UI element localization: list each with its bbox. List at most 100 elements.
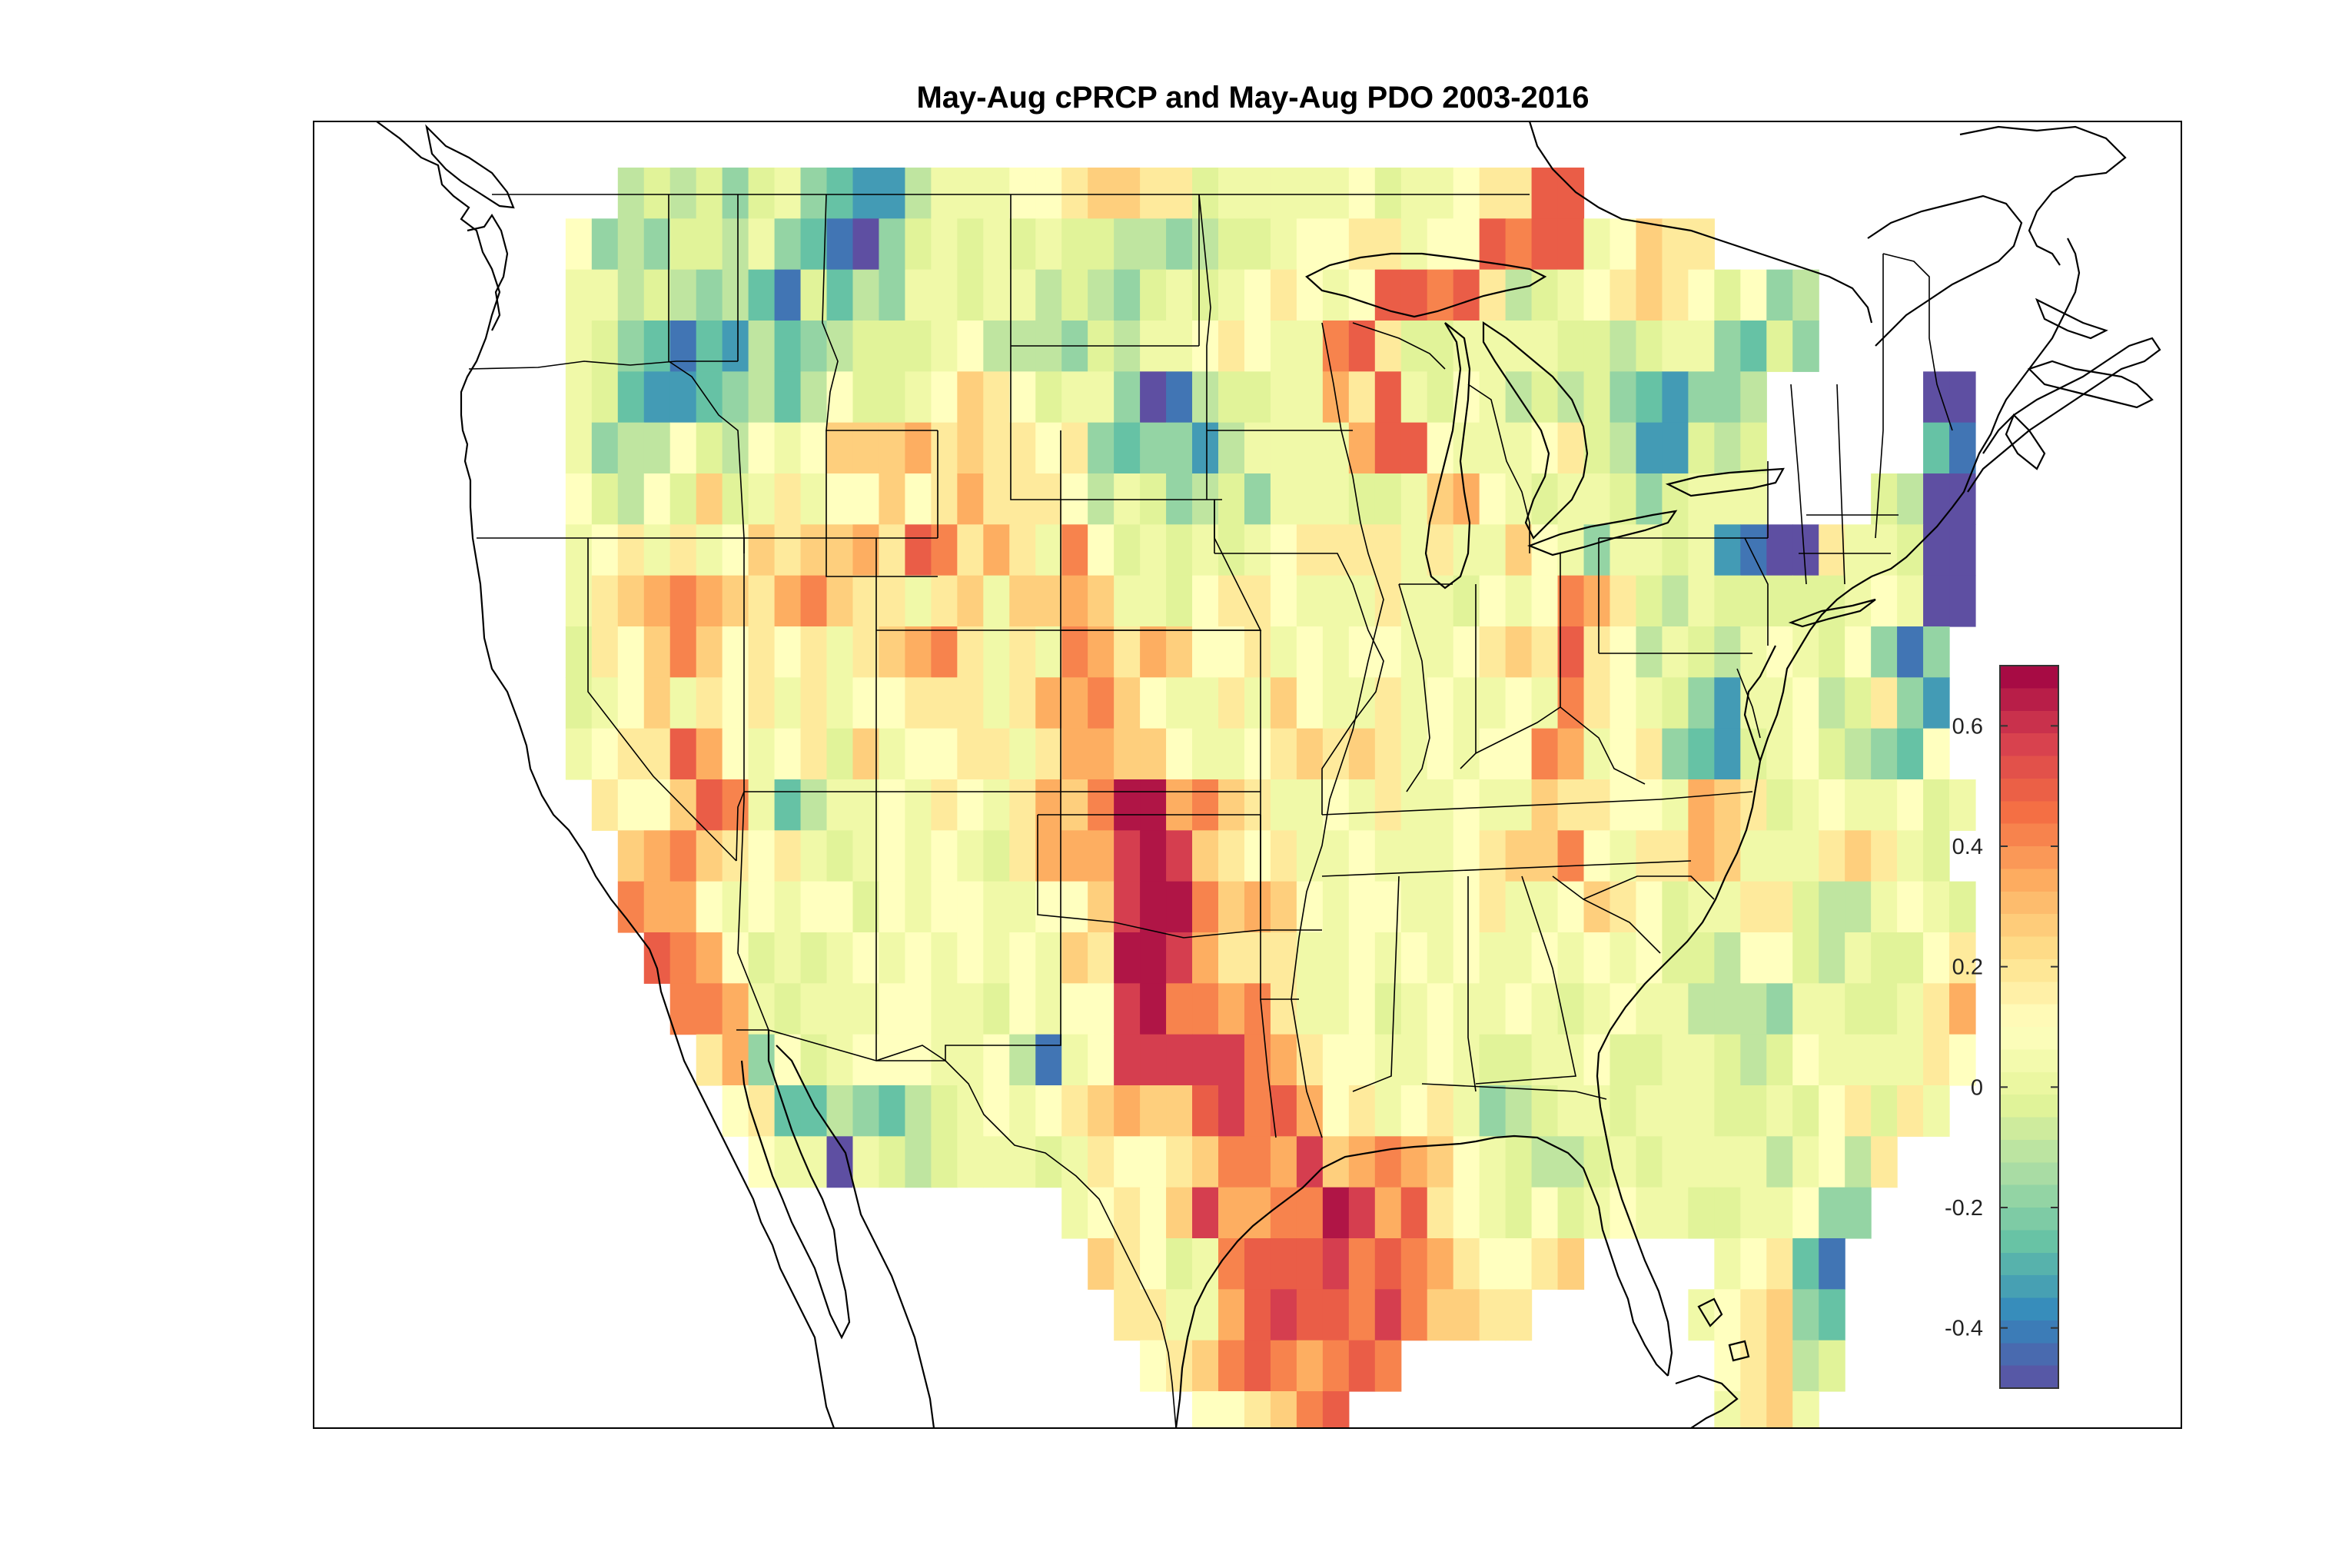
grid-cell bbox=[722, 830, 749, 882]
grid-cell bbox=[1505, 422, 1533, 474]
grid-cell bbox=[1166, 677, 1193, 729]
grid-cell bbox=[1688, 321, 1715, 372]
grid-cell bbox=[1610, 677, 1637, 729]
grid-cell bbox=[852, 321, 880, 372]
grid-cell bbox=[1636, 1136, 1663, 1188]
grid-cell bbox=[983, 983, 1010, 1035]
grid-cell bbox=[1610, 218, 1637, 271]
grid-cell bbox=[1871, 473, 1898, 525]
grid-cell bbox=[1244, 1238, 1271, 1290]
grid-cell bbox=[1583, 1085, 1611, 1137]
grid-cell bbox=[1792, 321, 1819, 372]
grid-cell bbox=[1400, 269, 1428, 321]
grid-cell bbox=[1400, 932, 1428, 984]
grid-cell bbox=[1192, 1289, 1219, 1341]
grid-cell bbox=[1374, 524, 1402, 576]
grid-cell bbox=[1218, 881, 1245, 933]
grid-cell bbox=[1583, 269, 1611, 321]
grid-cell bbox=[722, 524, 749, 576]
grid-cell bbox=[1270, 473, 1297, 525]
grid-cell bbox=[722, 779, 749, 831]
grid-cell bbox=[1949, 779, 1976, 831]
grid-cell bbox=[1427, 524, 1454, 576]
grid-cell bbox=[722, 677, 749, 729]
grid-cell bbox=[1714, 1136, 1741, 1188]
grid-cell bbox=[1897, 524, 1924, 576]
grid-cell bbox=[1009, 524, 1036, 576]
grid-cell bbox=[1374, 728, 1402, 780]
grid-cell bbox=[1845, 881, 1872, 933]
grid-cell bbox=[1740, 321, 1767, 372]
grid-cell bbox=[1322, 779, 1350, 831]
grid-cell bbox=[1374, 1034, 1402, 1086]
grid-cell bbox=[1322, 881, 1350, 933]
grid-cell bbox=[1348, 983, 1376, 1035]
grid-cell bbox=[1531, 830, 1559, 882]
grid-cell bbox=[1583, 473, 1611, 525]
grid-cell bbox=[905, 728, 932, 780]
grid-cell bbox=[1296, 677, 1324, 729]
grid-cell bbox=[696, 677, 723, 729]
grid-cell bbox=[1166, 575, 1193, 627]
grid-cell bbox=[1088, 1238, 1115, 1290]
grid-cell bbox=[826, 269, 854, 321]
grid-cell bbox=[1114, 371, 1141, 424]
grid-cell bbox=[722, 1085, 749, 1137]
grid-cell bbox=[1296, 932, 1324, 984]
grid-cell bbox=[905, 422, 932, 474]
grid-cell bbox=[643, 830, 671, 882]
lake-superior bbox=[1305, 252, 1547, 318]
grid-cell bbox=[1871, 575, 1898, 627]
grid-cell bbox=[826, 881, 854, 933]
coastline-chesapeake bbox=[1743, 645, 1776, 762]
grid-cell bbox=[696, 881, 723, 933]
grid-cell bbox=[879, 269, 906, 321]
grid-cell bbox=[748, 473, 776, 525]
grid-cell bbox=[565, 321, 593, 372]
grid-cell bbox=[722, 575, 749, 627]
grid-cell bbox=[1140, 422, 1167, 474]
grid-cell bbox=[1479, 422, 1507, 474]
grid-cell bbox=[1114, 168, 1141, 219]
grid-cell bbox=[1427, 728, 1454, 780]
grid-cell bbox=[1897, 728, 1924, 780]
grid-cell bbox=[1610, 1085, 1637, 1137]
grid-cell bbox=[1374, 932, 1402, 984]
grid-cell bbox=[1557, 983, 1585, 1035]
grid-cell bbox=[1218, 1289, 1245, 1341]
grid-cell bbox=[1636, 1034, 1663, 1086]
grid-cell bbox=[1819, 1340, 1845, 1392]
grid-cell bbox=[1662, 422, 1689, 474]
grid-cell bbox=[1322, 575, 1350, 627]
grid-cell bbox=[1427, 371, 1454, 424]
grid-cell bbox=[1531, 881, 1559, 933]
grid-cell bbox=[826, 830, 854, 882]
grid-cell bbox=[1792, 1187, 1819, 1239]
grid-cell bbox=[1688, 422, 1715, 474]
grid-cell bbox=[1218, 830, 1245, 882]
grid-cell bbox=[1114, 830, 1141, 882]
grid-cell bbox=[1427, 983, 1454, 1035]
grid-cell bbox=[1192, 728, 1219, 780]
grid-cell bbox=[1636, 677, 1663, 729]
grid-cell bbox=[1845, 779, 1872, 831]
grid-cell bbox=[1009, 168, 1036, 219]
grid-cell bbox=[1714, 575, 1741, 627]
grid-cell bbox=[1583, 218, 1611, 271]
grid-cell bbox=[1140, 779, 1167, 831]
grid-cell bbox=[1819, 677, 1845, 729]
grid-cell bbox=[1270, 626, 1297, 678]
grid-cell bbox=[1845, 830, 1872, 882]
grid-cell bbox=[669, 575, 697, 627]
grid-cell bbox=[957, 881, 984, 933]
grid-cell bbox=[1766, 1340, 1793, 1392]
grid-cell bbox=[1479, 932, 1507, 984]
grid-cell bbox=[1583, 524, 1611, 576]
grid-cell bbox=[1035, 830, 1062, 882]
grid-cell bbox=[1505, 321, 1533, 372]
grid-cell bbox=[1400, 1187, 1428, 1239]
grid-cell bbox=[1871, 830, 1898, 882]
grid-cell bbox=[1479, 1085, 1507, 1137]
grid-cell bbox=[1792, 881, 1819, 933]
grid-cell bbox=[617, 371, 645, 424]
